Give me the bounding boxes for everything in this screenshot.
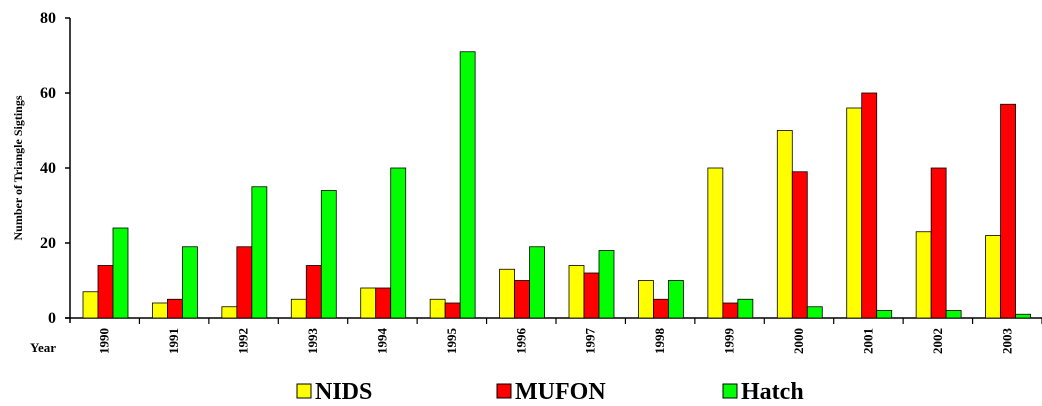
bar-hatch-1993 bbox=[320, 190, 337, 319]
legend-label-mufon: MUFON bbox=[515, 379, 606, 405]
x-axis-title: Year bbox=[30, 340, 56, 355]
y-tick-label: 40 bbox=[40, 160, 56, 177]
bar-nids-2002 bbox=[915, 231, 932, 319]
bar-nids-1991 bbox=[152, 302, 168, 319]
x-tick-label: 1995 bbox=[444, 328, 459, 355]
bar-mufon-1994 bbox=[375, 287, 392, 319]
bar-mufon-2000 bbox=[791, 171, 808, 319]
y-tick-label: 80 bbox=[40, 10, 56, 27]
bar-nids-2000 bbox=[776, 130, 793, 319]
y-axis-title: Number of Triangle Sigtings bbox=[11, 95, 25, 240]
bar-nids-1990 bbox=[82, 291, 99, 319]
bar-hatch-1994 bbox=[390, 167, 407, 319]
x-tick-label: 1994 bbox=[374, 328, 389, 355]
bar-nids-1999 bbox=[707, 167, 724, 319]
x-tick-label: 2001 bbox=[860, 328, 875, 354]
legend: NIDS MUFON Hatch bbox=[296, 379, 804, 405]
legend-label-nids: NIDS bbox=[315, 379, 372, 405]
bar-hatch-1991 bbox=[182, 246, 198, 319]
y-tick-label: 0 bbox=[48, 310, 56, 327]
x-tick-label: 1991 bbox=[166, 328, 181, 354]
x-tick-label: 2003 bbox=[999, 328, 1014, 355]
y-tick-label: 60 bbox=[40, 85, 56, 102]
x-tick-label: 2000 bbox=[791, 328, 806, 354]
bar-mufon-1991 bbox=[167, 298, 183, 319]
y-tick-label: 20 bbox=[40, 235, 56, 252]
bar-hatch-1990 bbox=[112, 227, 129, 319]
bar-nids-1997 bbox=[568, 265, 585, 319]
x-tick-label: 1990 bbox=[97, 328, 112, 354]
bar-nids-2003 bbox=[985, 235, 1001, 319]
x-tick-label: 1996 bbox=[513, 328, 528, 355]
bar-nids-1992 bbox=[221, 306, 238, 319]
bar-nids-1998 bbox=[638, 280, 654, 319]
bar-hatch-1997 bbox=[598, 250, 615, 319]
x-tick-label: 1992 bbox=[236, 328, 251, 354]
bar-hatch-1999 bbox=[737, 298, 754, 319]
bar-hatch-2000 bbox=[806, 306, 823, 319]
bar-mufon-1999 bbox=[722, 302, 739, 319]
bar-nids-1994 bbox=[360, 287, 377, 319]
bar-nids-1993 bbox=[290, 298, 307, 319]
bar-hatch-1996 bbox=[529, 246, 545, 319]
legend-swatch-nids bbox=[296, 383, 312, 399]
bar-nids-2001 bbox=[846, 107, 863, 319]
bar-mufon-1992 bbox=[236, 246, 253, 319]
bar-mufon-2001 bbox=[861, 92, 878, 319]
x-tick-label: 2002 bbox=[930, 328, 945, 354]
plot-area: 0 20 40 60 80 1990 1991 1992 1993 1994 1995 1996 199… bbox=[40, 10, 1042, 354]
bar-mufon-2002 bbox=[930, 167, 947, 319]
bar-mufon-1996 bbox=[514, 280, 530, 319]
bar-mufon-1997 bbox=[583, 272, 600, 319]
bar-hatch-2002 bbox=[945, 310, 962, 319]
bar-hatch-2003 bbox=[1015, 313, 1031, 319]
bar-mufon-1998 bbox=[653, 298, 669, 319]
bar-mufon-1990 bbox=[97, 265, 114, 319]
bar-hatch-1992 bbox=[251, 186, 268, 319]
legend-label-hatch: Hatch bbox=[741, 379, 804, 405]
x-tick-label: 1999 bbox=[722, 328, 737, 355]
bar-nids-1995 bbox=[429, 298, 446, 319]
x-tick-label: 1993 bbox=[305, 328, 320, 355]
bar-hatch-1998 bbox=[668, 280, 684, 319]
bar-mufon-2003 bbox=[1000, 103, 1016, 319]
x-tick-label: 1998 bbox=[652, 328, 667, 355]
legend-swatch-mufon bbox=[496, 383, 512, 399]
bar-mufon-1995 bbox=[444, 302, 461, 319]
bar-mufon-1993 bbox=[305, 265, 322, 319]
legend-swatch-hatch bbox=[722, 383, 738, 399]
x-tick-label: 1997 bbox=[583, 328, 598, 355]
bar-nids-1996 bbox=[499, 268, 515, 319]
bar-hatch-2001 bbox=[876, 310, 893, 319]
bar-hatch-1995 bbox=[459, 51, 476, 319]
